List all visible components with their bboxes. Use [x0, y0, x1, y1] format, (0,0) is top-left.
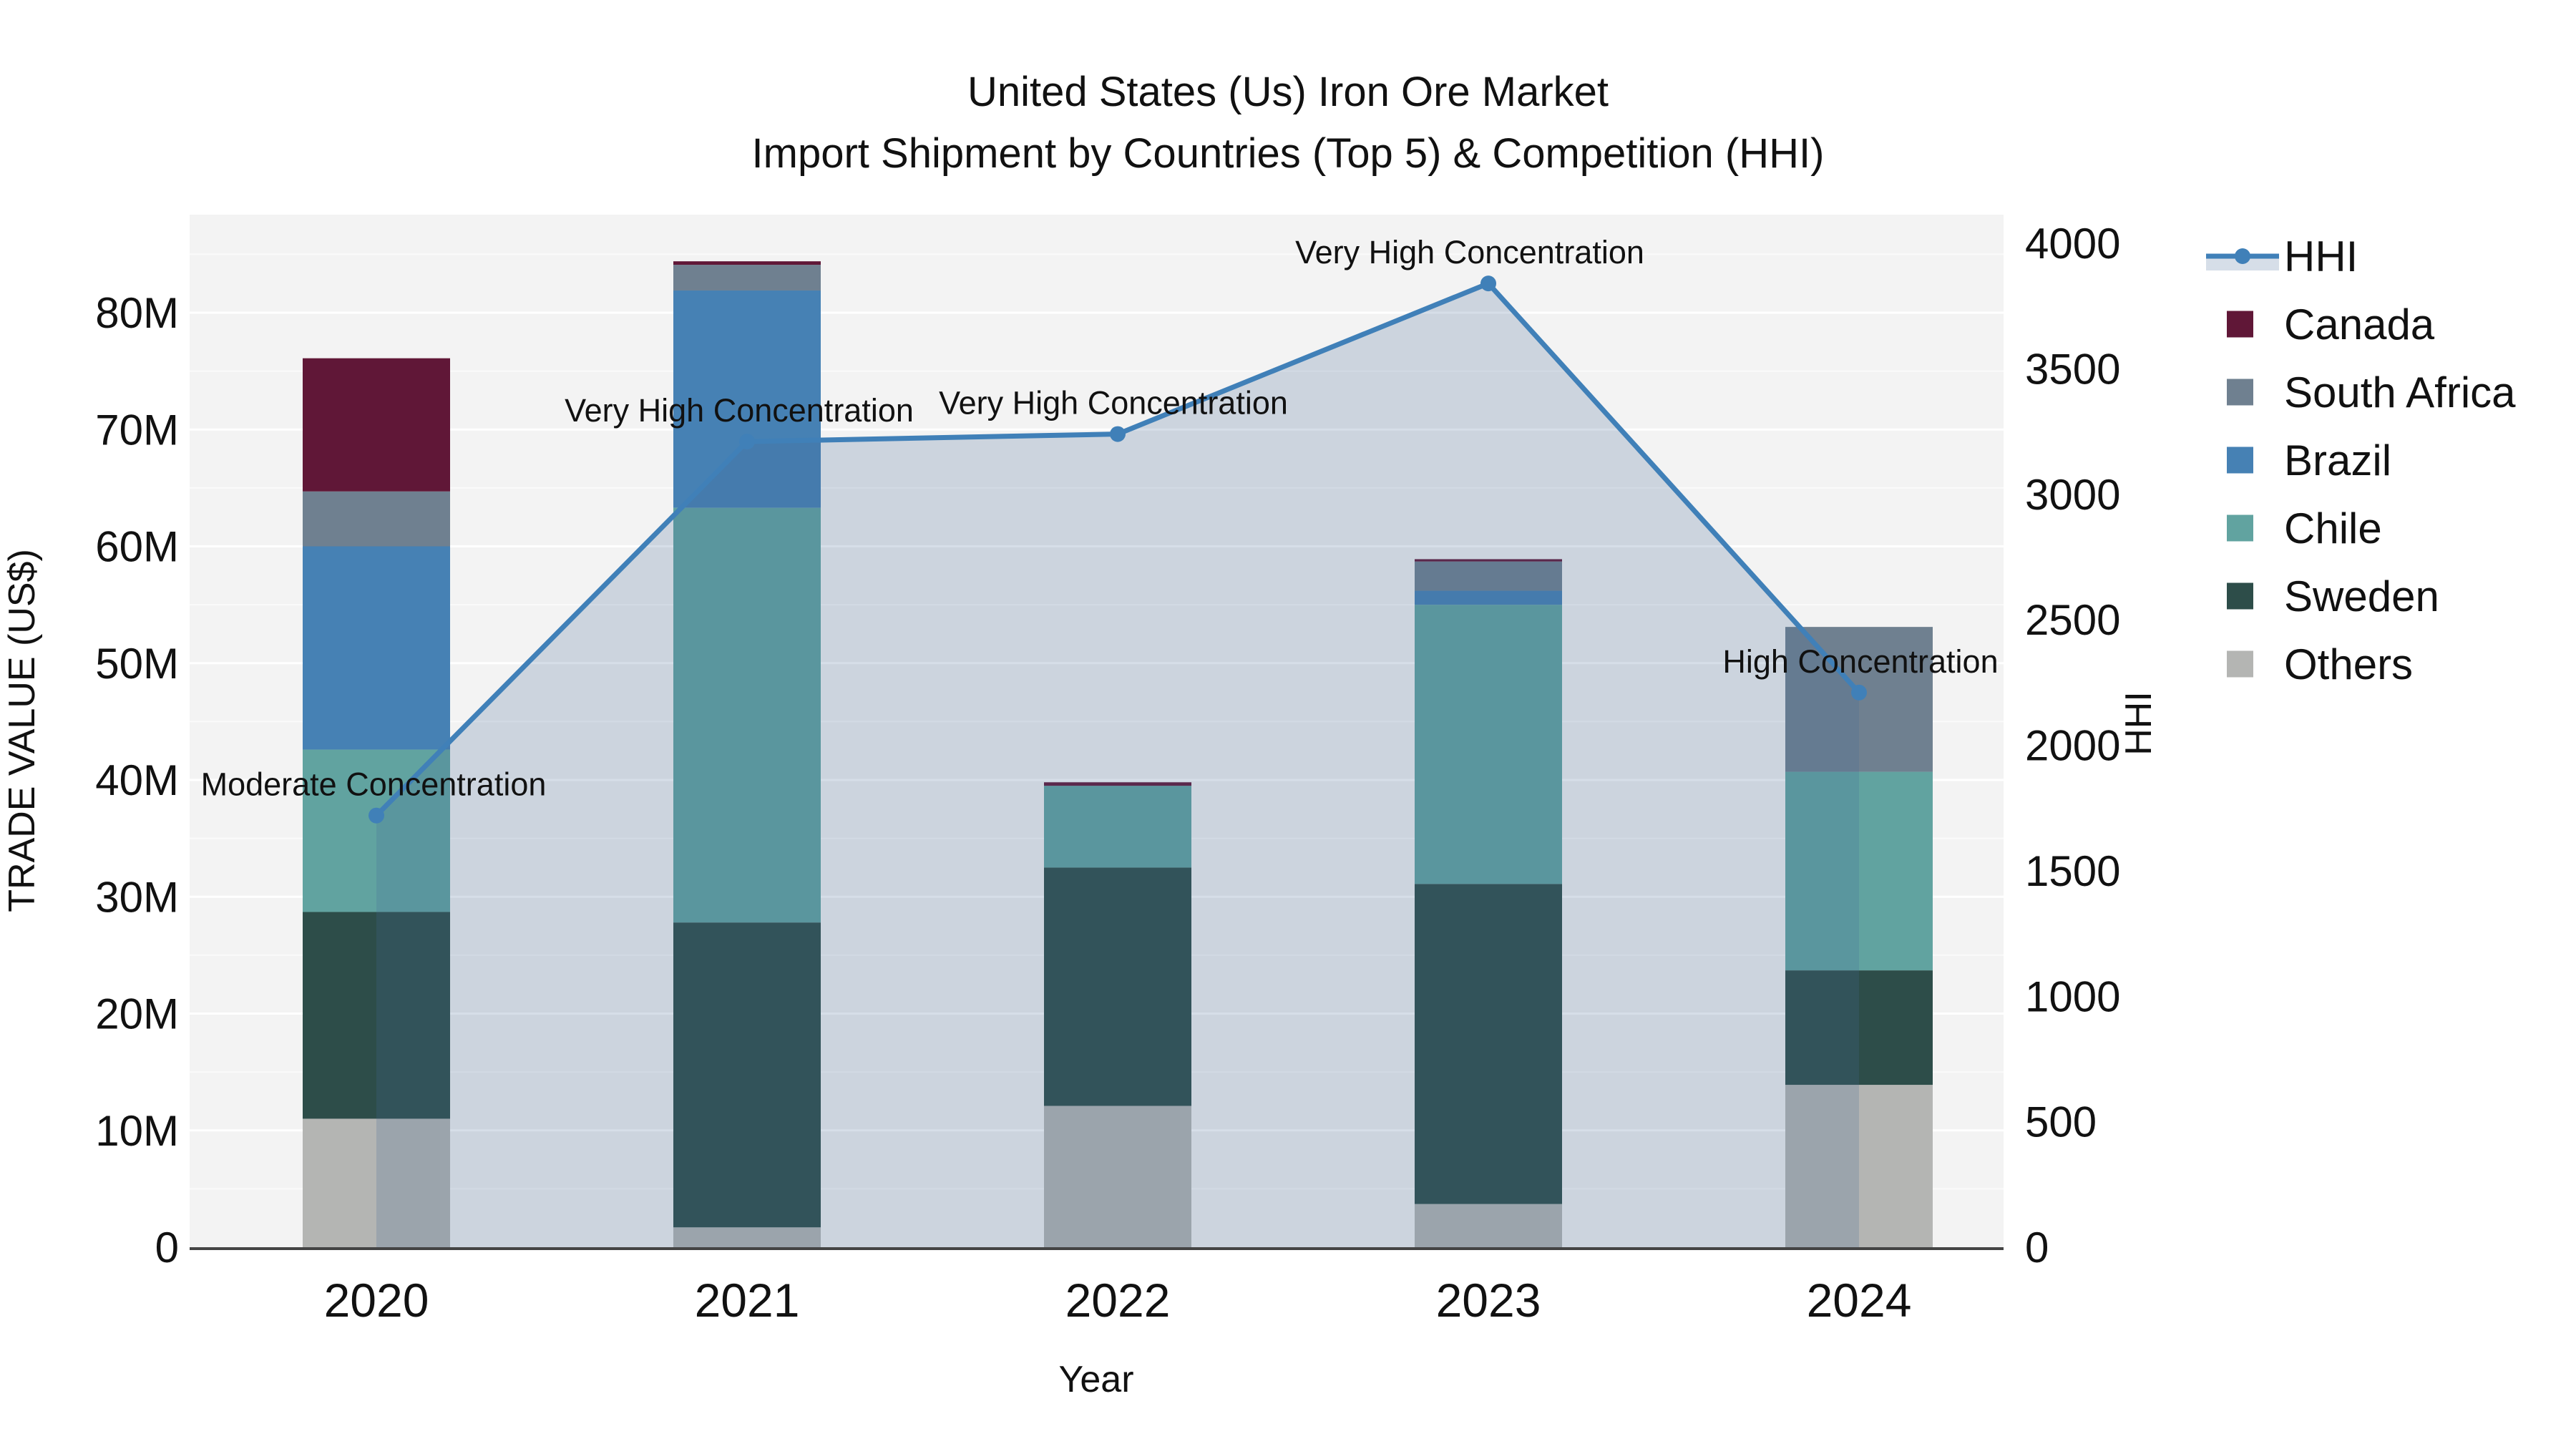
- legend-label: Brazil: [2284, 436, 2391, 484]
- legend-label: Sweden: [2284, 572, 2439, 620]
- chart-title-line1: United States (Us) Iron Ore Market: [967, 69, 1609, 115]
- y-left-tick-label: 0: [155, 1224, 179, 1272]
- legend-label: Chile: [2284, 504, 2382, 552]
- bar-segment-canada-2022[interactable]: [1044, 782, 1191, 786]
- hhi-marker-legend-swatch: [2235, 248, 2250, 264]
- legend-item-hhi[interactable]: HHI: [2206, 233, 2358, 280]
- bar-segment-others-2024[interactable]: [1785, 1085, 1933, 1247]
- legend-color-swatch: [2227, 514, 2253, 542]
- x-tick-labels: 2020 2021 2022 2023 2024: [324, 1274, 1912, 1327]
- y-right-tick-label: 500: [2025, 1098, 2097, 1146]
- bar-segment-canada-2021[interactable]: [673, 261, 821, 265]
- legend-label: Canada: [2284, 301, 2435, 348]
- legend-color-swatch: [2227, 379, 2253, 406]
- legend-color-swatch: [2227, 311, 2253, 338]
- bar-segment-brazil-2021[interactable]: [673, 290, 821, 508]
- y-left-tick-label: 50M: [95, 640, 179, 688]
- x-tick-label-2023: 2023: [1436, 1274, 1541, 1327]
- bar-segment-brazil-2020[interactable]: [303, 546, 450, 750]
- hhi-area-fill: [376, 283, 1859, 1247]
- y-left-tick-label: 30M: [95, 873, 179, 921]
- y-left-tick-label: 40M: [95, 756, 179, 804]
- legend-label: South Africa: [2284, 369, 2516, 416]
- bar-segment-sweden-2022[interactable]: [1044, 867, 1191, 1106]
- x-tick-label-2024: 2024: [1807, 1274, 1912, 1327]
- bar-segment-others-2023[interactable]: [1415, 1204, 1562, 1247]
- y-right-tick-label: 1000: [2025, 972, 2120, 1020]
- bar-segment-sweden-2020[interactable]: [303, 912, 450, 1119]
- y-right-tick-labels: 0 500 1000 1500 2000 2500 3000 3500 4000: [2025, 220, 2120, 1272]
- y-left-axis-title: TRADE VALUE (US$): [1, 549, 43, 912]
- legend-item-brazil[interactable]: Brazil: [2227, 436, 2391, 484]
- chart-title-line2: Import Shipment by Countries (Top 5) & C…: [752, 130, 1825, 177]
- y-right-axis-title: HHI: [2118, 691, 2160, 756]
- y-left-tick-label: 60M: [95, 523, 179, 571]
- legend-item-sweden[interactable]: Sweden: [2227, 572, 2439, 620]
- legend-item-chile[interactable]: Chile: [2227, 504, 2382, 552]
- hhi-marker-2024[interactable]: [1851, 684, 1867, 701]
- stacked-bars: [303, 261, 1933, 1247]
- legend: HHI Canada South Africa Brazil Chile Sweden Ot…: [2206, 233, 2516, 688]
- bar-segment-chile-2023[interactable]: [1415, 605, 1562, 884]
- bar-segment-canada-2023[interactable]: [1415, 559, 1562, 562]
- y-left-tick-label: 20M: [95, 990, 179, 1038]
- y-left-tick-label: 10M: [95, 1107, 179, 1155]
- legend-label: HHI: [2284, 233, 2358, 280]
- y-right-tick-label: 4000: [2025, 220, 2120, 268]
- y-right-tick-label: 1500: [2025, 847, 2120, 895]
- annotation-label-2024: High Concentration: [1722, 643, 1998, 680]
- x-tick-label-2020: 2020: [324, 1274, 429, 1327]
- legend-item-south-africa[interactable]: South Africa: [2227, 369, 2516, 416]
- hhi-marker-2021[interactable]: [739, 434, 755, 450]
- legend-color-swatch: [2227, 447, 2253, 474]
- y-left-tick-label: 80M: [95, 289, 179, 337]
- y-right-tick-label: 2500: [2025, 596, 2120, 644]
- hhi-annotations: Moderate Concentration Very High Concentr…: [201, 234, 1999, 803]
- x-tick-label-2022: 2022: [1065, 1274, 1171, 1327]
- y-left-tick-label: 70M: [95, 406, 179, 454]
- legend-item-canada[interactable]: Canada: [2227, 301, 2435, 348]
- bar-segment-sweden-2021[interactable]: [673, 922, 821, 1228]
- bar-segment-south-africa-2023[interactable]: [1415, 561, 1562, 591]
- bar-segment-chile-2022[interactable]: [1044, 786, 1191, 868]
- legend-item-others[interactable]: Others: [2227, 640, 2413, 688]
- bar-segment-south-africa-2021[interactable]: [673, 265, 821, 291]
- y-right-tick-label: 0: [2025, 1224, 2049, 1272]
- bar-segment-sweden-2024[interactable]: [1785, 970, 1933, 1085]
- annotation-label-2023: Very High Concentration: [1295, 234, 1644, 270]
- y-right-tick-label: 3000: [2025, 471, 2120, 519]
- x-axis-title: Year: [1058, 1359, 1133, 1400]
- bar-segment-brazil-2023[interactable]: [1415, 590, 1562, 605]
- annotation-label-2022: Very High Concentration: [939, 385, 1288, 421]
- legend-label: Others: [2284, 640, 2413, 688]
- bar-segment-sweden-2023[interactable]: [1415, 884, 1562, 1204]
- hhi-area: [376, 283, 1859, 1247]
- bar-segment-others-2020[interactable]: [303, 1118, 450, 1247]
- gridlines: [190, 253, 2004, 1190]
- hhi-marker-2020[interactable]: [369, 807, 384, 824]
- legend-color-swatch: [2227, 582, 2253, 610]
- bar-segment-others-2022[interactable]: [1044, 1106, 1191, 1247]
- y-left-tick-labels: 0 10M 20M 30M 40M 50M 60M 70M 80M: [95, 289, 179, 1272]
- hhi-marker-2022[interactable]: [1110, 426, 1126, 442]
- y-right-tick-label: 3500: [2025, 345, 2120, 393]
- hhi-marker-2023[interactable]: [1480, 275, 1496, 292]
- bar-segment-others-2021[interactable]: [673, 1227, 821, 1247]
- legend-color-swatch: [2227, 650, 2253, 678]
- hhi-line-series: [369, 275, 1867, 824]
- x-tick-label-2021: 2021: [695, 1274, 800, 1327]
- bar-segment-chile-2020[interactable]: [303, 749, 450, 912]
- bar-segment-chile-2024[interactable]: [1785, 771, 1933, 971]
- bar-segment-chile-2021[interactable]: [673, 507, 821, 923]
- annotation-label-2021: Very High Concentration: [565, 392, 914, 429]
- y-right-tick-label: 2000: [2025, 722, 2120, 770]
- bar-segment-canada-2020[interactable]: [303, 358, 450, 492]
- annotation-label-2020: Moderate Concentration: [201, 766, 547, 803]
- bar-segment-south-africa-2020[interactable]: [303, 491, 450, 547]
